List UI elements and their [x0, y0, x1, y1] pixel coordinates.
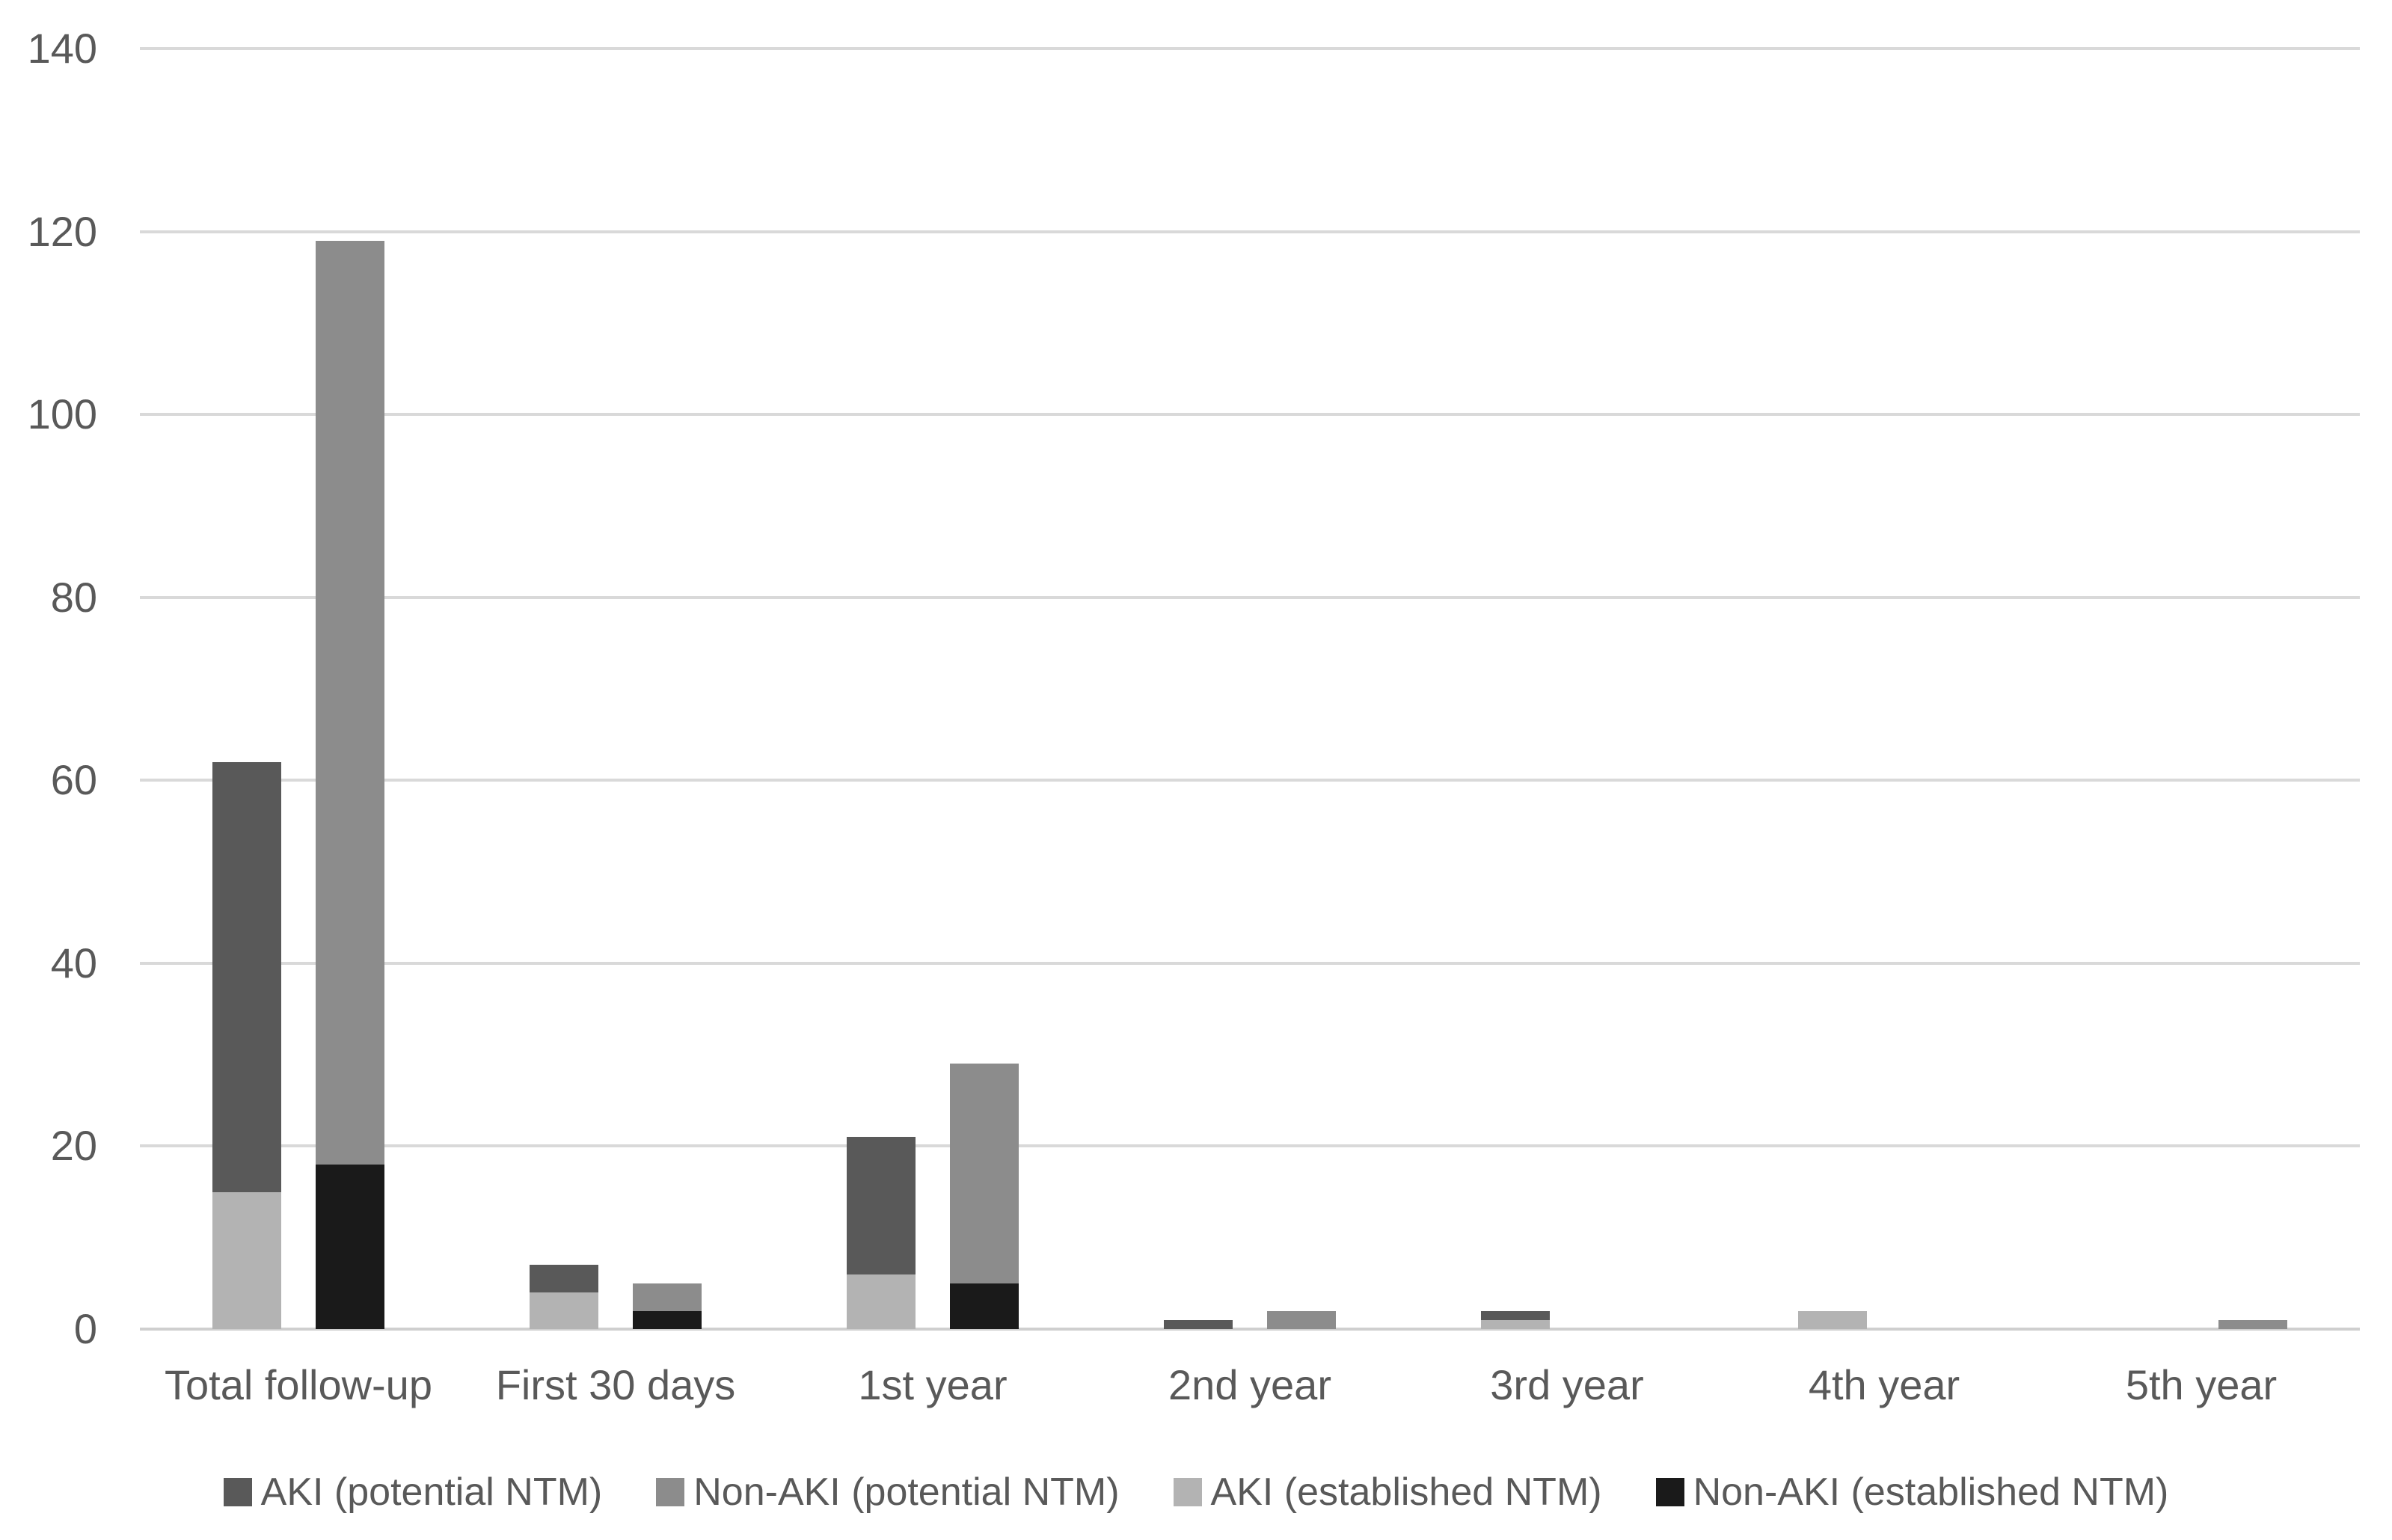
- y-tick-label-120: 120: [27, 207, 97, 255]
- gridline-140: [140, 47, 2360, 50]
- y-tick-label-100: 100: [27, 390, 97, 438]
- chart-legend: AKI (potential NTM) Non-AKI (potential NT…: [0, 1460, 2392, 1524]
- y-tick-label-40: 40: [50, 939, 97, 987]
- bar-segment: [633, 1283, 702, 1311]
- legend-item: Non-AKI (potential NTM): [656, 1470, 1120, 1515]
- bar-segment: [847, 1137, 916, 1274]
- x-category-label: Total follow-up: [165, 1361, 432, 1408]
- legend-swatch-icon: [656, 1478, 685, 1506]
- x-category-label: 3rd year: [1490, 1361, 1644, 1408]
- legend-label: AKI (potential NTM): [260, 1470, 603, 1514]
- bar-segment: [1798, 1310, 1867, 1329]
- bar-segment: [316, 1164, 384, 1329]
- legend-swatch-icon: [1655, 1478, 1684, 1506]
- y-tick-label-0: 0: [73, 1305, 97, 1352]
- y-tick-label-80: 80: [50, 573, 97, 621]
- legend-label: Non-AKI (potential NTM): [693, 1470, 1120, 1514]
- legend-swatch-icon: [1173, 1478, 1202, 1506]
- bar-segment: [633, 1310, 702, 1329]
- gridline-40: [140, 961, 2360, 965]
- legend-item: AKI (potential NTM): [223, 1470, 603, 1515]
- bar-segment: [1481, 1319, 1550, 1329]
- bar-segment: [1267, 1310, 1336, 1329]
- bar-segment: [212, 761, 281, 1192]
- bar-segment: [530, 1265, 598, 1293]
- bar-segment: [1164, 1319, 1233, 1329]
- bar-segment: [530, 1292, 598, 1329]
- legend-label: AKI (established NTM): [1210, 1470, 1602, 1514]
- legend-item: AKI (established NTM): [1173, 1470, 1602, 1515]
- y-tick-label-140: 140: [27, 25, 97, 72]
- gridline-80: [140, 595, 2360, 599]
- bar-segment: [847, 1274, 916, 1329]
- legend-swatch-icon: [223, 1478, 252, 1506]
- x-category-label: First 30 days: [495, 1361, 736, 1408]
- bar-segment: [212, 1191, 281, 1329]
- x-category-label: 4th year: [1808, 1361, 1960, 1408]
- gridline-60: [140, 779, 2360, 782]
- x-category-label: 5th year: [2125, 1361, 2278, 1408]
- gridline-100: [140, 413, 2360, 417]
- legend-label: Non-AKI (established NTM): [1693, 1470, 2169, 1514]
- gridline-20: [140, 1144, 2360, 1148]
- gridline-120: [140, 230, 2360, 233]
- y-tick-label-60: 60: [50, 756, 97, 804]
- x-axis-baseline: [140, 1328, 2360, 1331]
- y-tick-label-20: 20: [50, 1122, 97, 1170]
- bar-segment: [950, 1283, 1019, 1329]
- legend-item: Non-AKI (established NTM): [1655, 1470, 2169, 1515]
- x-category-label: 1st year: [858, 1361, 1008, 1408]
- bar-segment: [950, 1064, 1019, 1283]
- bar-segment: [1481, 1310, 1550, 1320]
- bar-segment: [2218, 1319, 2287, 1329]
- x-category-label: 2nd year: [1168, 1361, 1331, 1408]
- bar-segment: [316, 240, 384, 1165]
